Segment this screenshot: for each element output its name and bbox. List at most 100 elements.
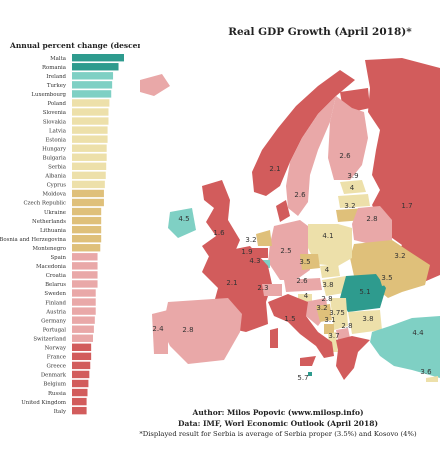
bar-label: Lithuania (40, 228, 67, 234)
map-value-label: 2.6 (296, 277, 308, 285)
bar-label: Netherlands (32, 219, 66, 225)
map-value-label: 4 (350, 184, 355, 192)
region-portugal (152, 310, 168, 354)
bar (72, 352, 92, 361)
map-value-label: 1.5 (284, 315, 295, 323)
bar (72, 108, 109, 116)
bar-label: Latvia (49, 128, 67, 134)
bar-label: Austria (45, 309, 67, 315)
bar (72, 225, 102, 234)
bar (72, 244, 101, 252)
map-value-label: 1.7 (401, 202, 412, 210)
map-value-label: 4.4 (412, 329, 424, 337)
region-latvia (338, 194, 370, 208)
region-montenegro (324, 324, 334, 334)
bar (72, 63, 119, 71)
map-value-label: 2.8 (341, 322, 352, 330)
bar (72, 216, 102, 225)
bar (72, 171, 106, 180)
region-ireland (168, 208, 196, 238)
bar-label: Russia (48, 391, 67, 397)
bar (72, 99, 110, 107)
bar (72, 180, 105, 189)
map-value-label: 2.3 (257, 284, 268, 292)
bar-label: Greece (47, 364, 66, 370)
bar-label: Denmark (41, 373, 67, 379)
region-sweden (286, 96, 336, 216)
region-czech-republic (300, 254, 320, 270)
bar-label: Ireland (46, 74, 66, 80)
region-italy (268, 294, 334, 358)
region-serbia (330, 298, 348, 330)
region-macedonia (336, 328, 350, 340)
bar (72, 316, 95, 324)
bar-label: Ukraine (44, 210, 66, 216)
bar (72, 397, 87, 406)
bar-label: Sweden (44, 291, 66, 297)
region-estonia (340, 180, 366, 194)
bar-label: Bosnia and Herzegovina (0, 237, 67, 243)
region-russia (365, 58, 440, 288)
bar-label: Bulgaria (43, 155, 67, 161)
region-netherlands (256, 230, 272, 246)
bar-label: Switzerland (33, 336, 66, 342)
bar-label: Cyprus (47, 183, 67, 189)
region-turkey (370, 316, 440, 378)
region-united-kingdom (202, 180, 240, 258)
map-value-label: 3.75 (329, 309, 345, 317)
bar-label: Slovakia (43, 119, 67, 125)
region-malta (308, 372, 312, 376)
map-value-label: 3.9 (347, 172, 358, 180)
europe-map: 4.5 1.6 2.1 2.6 2.6 3.9 4 3.2 1.7 2.8 4.1 3.2 2.5 3.2… (140, 40, 440, 385)
region-poland (308, 224, 352, 266)
region-bulgaria (348, 310, 382, 334)
bar-label: Turkey (47, 83, 67, 89)
map-value-label: 2.5 (280, 247, 291, 255)
bar-label: Slovenia (43, 110, 67, 116)
bar-label: Albania (44, 174, 66, 180)
map-value-label: 3.8 (362, 315, 373, 323)
bar-label: Luxembourg (31, 92, 66, 98)
bar (72, 262, 98, 270)
region-norway (252, 70, 355, 196)
map-value-label: 4.3 (249, 257, 260, 265)
bar (72, 72, 114, 80)
bar-label: Czech Republic (24, 201, 66, 207)
region-austria (284, 278, 322, 292)
bar (72, 90, 112, 98)
map-value-label: 3.2 (394, 252, 405, 260)
footnote: *Displayed result for Serbia is average … (139, 430, 417, 438)
bar (72, 126, 108, 134)
map-value-label: 4 (304, 292, 309, 300)
map-value-label: 3.5 (299, 258, 310, 266)
map-value-label: 4.5 (178, 215, 189, 223)
bar (72, 235, 102, 243)
map-value-label: 4 (325, 266, 330, 274)
bar-label: France (47, 355, 66, 361)
bar (72, 361, 91, 370)
bar (72, 325, 94, 333)
bar (72, 189, 104, 198)
map-value-label: 2.1 (226, 279, 237, 287)
bar-label: Macedonia (36, 264, 67, 270)
region-spain (162, 298, 242, 364)
map-value-label: 2.8 (182, 326, 193, 334)
bar (72, 253, 98, 261)
map-value-label: 2.8 (321, 295, 332, 303)
region-finland (328, 96, 368, 180)
data-source: Data: IMF, Worl Economic Outlook (April … (177, 419, 378, 428)
map-value-label: 3.6 (420, 368, 432, 376)
bar (72, 307, 96, 315)
map-value-label: 3.1 (324, 316, 335, 324)
bar (72, 144, 107, 152)
bar-label: Portugal (43, 327, 67, 333)
bar (72, 81, 113, 89)
map-value-label: 2.6 (294, 191, 306, 199)
bar-label: Belgium (43, 382, 66, 388)
bar-label: United Kingdom (21, 400, 66, 406)
bar-label: Estonia (45, 137, 66, 143)
map-value-label: 3.8 (322, 281, 333, 289)
region-greece (336, 336, 370, 380)
bar-label: Belarus (45, 282, 66, 288)
map-value-label: 2.4 (152, 325, 164, 333)
